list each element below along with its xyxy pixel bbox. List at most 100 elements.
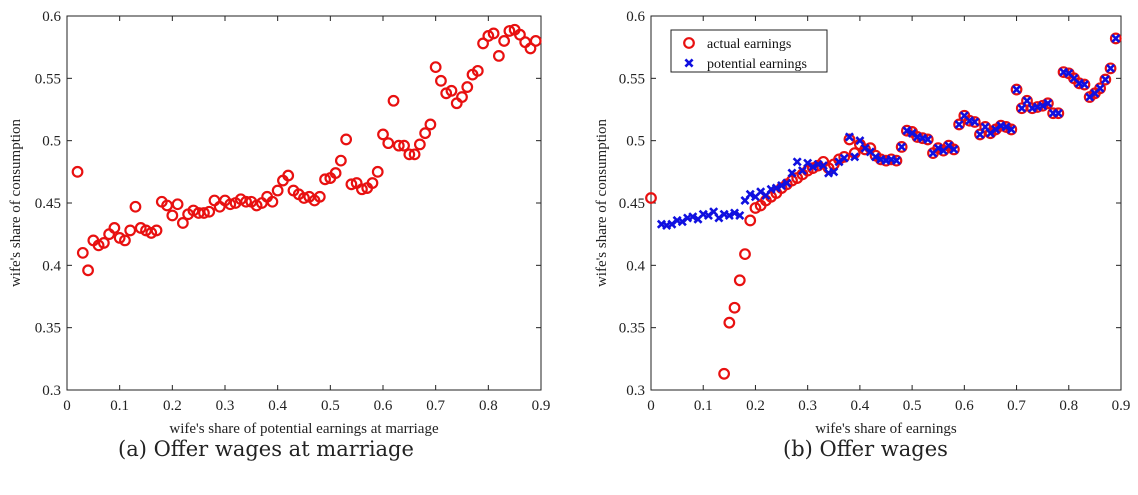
chart-b-data-point [838, 150, 851, 163]
chart-b-data-point [782, 178, 792, 188]
chart-a-data-point [487, 27, 500, 40]
chart-b-data-point [1041, 97, 1054, 110]
chart-a-x-tick-label: 0 [63, 398, 71, 414]
chart-a-y-tick-label: 0.35 [35, 321, 61, 337]
chart-b-x-tick-label: 0 [647, 398, 655, 414]
chart-a-data-point [529, 35, 542, 47]
chart-b-data-point [933, 143, 943, 153]
chart-a-x-tick-label: 0.6 [374, 398, 393, 414]
chart-a-data-point [424, 118, 437, 131]
chart-b-x-tick-label: 0.2 [746, 398, 765, 414]
chart-a-data-point [119, 234, 131, 247]
chart-b-data-point [843, 133, 856, 146]
chart-b-data-point [645, 192, 657, 204]
chart-b-y-tick-label: 0.45 [619, 196, 645, 212]
chart-b-data-point [718, 367, 731, 380]
chart-a-data-point [408, 148, 421, 161]
chart-b-y-tick-label: 0.3 [626, 383, 645, 399]
chart-a-data-point [271, 184, 284, 197]
chart-a-data-point [356, 183, 368, 196]
chart-b-data-point [1010, 83, 1023, 96]
chart-b-x-tick-label: 0.4 [851, 398, 870, 414]
chart-a-data-point [176, 217, 189, 229]
chart-b-data-point [1109, 32, 1122, 45]
chart-a-data-point [82, 264, 94, 277]
chart-a-data-point [371, 165, 384, 178]
chart-b-data-point [792, 157, 802, 167]
chart-b-x-tick-label: 0.6 [955, 398, 974, 414]
chart-b-data-point [745, 189, 755, 199]
chart-b-data-point [900, 124, 913, 137]
chart-b-data-point [1017, 103, 1027, 113]
chart-b-x-tick-label: 0.9 [1112, 398, 1131, 414]
chart-a-data-point [387, 94, 400, 107]
chart-a-data-point [471, 64, 484, 77]
chart-b-y-tick-label: 0.6 [626, 9, 645, 25]
chart-a-data-point [282, 169, 295, 182]
chart-a-y-axis-label: wife's share of consumption [8, 118, 24, 287]
chart-b-legend [670, 29, 828, 73]
chart-b-data-point [871, 152, 881, 162]
chart-b-data-point [1079, 80, 1089, 90]
chart-b-data-point [954, 119, 964, 129]
chart-a-series-0 [71, 23, 542, 277]
chart-b-data-point [949, 144, 959, 154]
chart-a-x-tick-label: 0.1 [110, 398, 129, 414]
chart-a-data-point [319, 173, 331, 186]
chart-a-x-tick-label: 0.5 [321, 398, 340, 414]
chart-b-data-point [818, 161, 828, 171]
chart-a-data-point [498, 35, 511, 47]
chart-b-data-point [1006, 124, 1016, 134]
chart-b-data-point [947, 143, 960, 156]
chart-a-x-axis-label: wife's share of potential earnings at ma… [169, 421, 439, 437]
chart-b-data-point [839, 153, 849, 163]
chart-b-data-point [724, 210, 734, 220]
chart-b-data-point [953, 118, 966, 131]
chart-a-x-tick-label: 0.4 [268, 398, 287, 414]
chart-b-data-point [688, 212, 698, 222]
chart-a-data-point [419, 127, 432, 140]
chart-a-data-point [124, 224, 137, 237]
chart-a-data-point [392, 139, 405, 152]
chart-b-x-tick-label: 0.3 [798, 398, 817, 414]
chart-b-data-point [1053, 108, 1063, 118]
chart-b-data-point [829, 167, 839, 177]
chart-b-y-tick-label: 0.35 [619, 321, 645, 337]
chart-a-y-tick-label: 0.6 [42, 9, 61, 25]
chart-b-data-point [787, 168, 797, 178]
chart-a-data-point [377, 128, 389, 141]
chart-a-data-point [108, 222, 121, 234]
chart-a-data-point [76, 246, 89, 259]
chart-a-data-point [382, 137, 395, 150]
chart-b-data-point [859, 143, 872, 156]
chart-b-data-point [1043, 98, 1053, 108]
chart-a-data-point [429, 61, 442, 74]
chart-b-data-point [891, 156, 901, 166]
chart-b-data-point [975, 129, 985, 139]
chart-a-data-point [198, 207, 210, 219]
chart-a-x-tick-label: 0.9 [532, 398, 551, 414]
chart-a-data-point [298, 192, 310, 204]
chart-a-data-point [345, 178, 358, 191]
chart-b: 0 0.1 0.2 0.3 0.4 0.5 0.6 0.7 0.8 0.9 0.3 0.35 0.4 0.… [594, 9, 1131, 437]
chart-b-y-axis-label: wife's share of consumption [594, 118, 610, 287]
chart-a-data-point [413, 138, 426, 151]
chart-a-y-tick-label: 0.45 [35, 196, 61, 212]
chart-a-data-point [150, 224, 163, 237]
chart-a-data-point [477, 37, 489, 50]
chart-a-x-tick-label: 0.2 [163, 398, 182, 414]
chart-b-data-point [1022, 96, 1032, 106]
chart-b-data-point [1104, 62, 1117, 75]
chart-a-data-point [266, 195, 279, 208]
chart-a: 0 0.1 0.2 0.3 0.4 0.5 0.6 0.7 0.8 0.9 0.3 0.35 0.4 0.… [8, 9, 551, 437]
chart-a-y-tick-label: 0.5 [42, 134, 61, 150]
chart-a-data-point [313, 190, 326, 203]
chart-b-data-point [1111, 33, 1121, 43]
chart-b-data-point [1095, 83, 1105, 93]
chart-a-y-tick-label: 0.55 [35, 71, 61, 87]
chart-b-data-point [844, 132, 854, 142]
chart-b-legend-marker [684, 58, 694, 68]
chart-a-data-point [445, 84, 458, 97]
chart-b-legend-label: actual earnings [707, 37, 791, 52]
chart-b-data-point [855, 136, 865, 146]
